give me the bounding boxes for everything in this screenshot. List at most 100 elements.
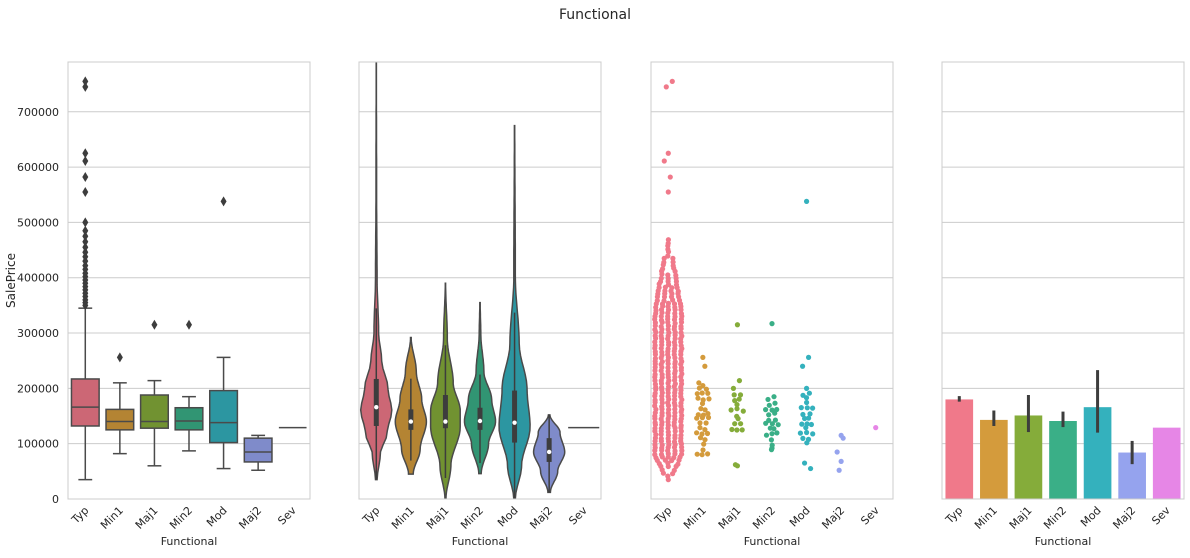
plot-marks (70, 76, 307, 481)
swarm-point (806, 415, 812, 421)
swarm-point (799, 421, 805, 427)
swarm-point (658, 324, 664, 330)
xtick-label-Min2: Min2 (750, 504, 778, 532)
swarm-point (803, 385, 810, 391)
swarm-point (697, 420, 703, 426)
swarm-point (769, 445, 775, 451)
box-flier (116, 352, 123, 363)
panels: 0 100000 200000 300000 400000 500000 600000 700… (4, 61, 1185, 548)
swarm-point (699, 452, 705, 458)
swarm-point (665, 393, 671, 400)
swarm-point (805, 436, 812, 442)
swarm-point (834, 449, 840, 455)
swarm-point (766, 412, 772, 418)
swarm-point (658, 333, 664, 339)
swarm-point (731, 392, 737, 398)
plot-marks (945, 370, 1181, 499)
xtick-label-Min1: Min1 (98, 504, 126, 532)
swarm-point (665, 150, 671, 156)
xtick-label-Min1: Min1 (389, 504, 417, 532)
swarm-point (701, 441, 707, 447)
violin-iqr (442, 395, 448, 429)
swarm-point (694, 451, 700, 457)
swarm-point (658, 317, 665, 323)
swarm-point (673, 272, 679, 278)
swarm-point (665, 272, 671, 278)
swarm-point (873, 425, 879, 431)
xtick-label-Maj2: Maj2 (1110, 504, 1138, 532)
swarm-point (803, 198, 810, 204)
box-flier (82, 242, 89, 253)
xtick-label-Sev: Sev (1149, 504, 1173, 528)
swarm-point (671, 301, 678, 307)
swarm-point (732, 421, 738, 427)
xtick-label-Maj1: Maj1 (1007, 504, 1035, 532)
swarm-point (700, 412, 707, 418)
panel-2-violin: Typ Min1 Maj1 Min2 Mod Maj2 Sev Functional (358, 61, 602, 548)
swarm-point (652, 442, 658, 448)
swarm-point (740, 408, 746, 414)
swarm-point (697, 425, 703, 431)
xtick-label-Maj2: Maj2 (819, 504, 847, 532)
swarm-point (699, 431, 705, 437)
box-flier (82, 217, 89, 228)
swarm-point (737, 392, 744, 398)
panel-3-swarm: Typ Min1 Maj1 Min2 Mod Maj2 Sev Functional (650, 61, 894, 548)
swarm-point (801, 460, 808, 466)
swarm-point (666, 407, 672, 413)
swarm-point (696, 380, 702, 386)
swarm-point (672, 396, 678, 403)
swarm-point (665, 237, 672, 243)
swarm-point (800, 392, 806, 398)
xtick-label-Mod: Mod (787, 504, 813, 530)
swarm-point (678, 330, 684, 336)
swarm-point (659, 384, 665, 390)
plot-marks (359, 62, 600, 499)
swarm-point (706, 396, 712, 402)
swarm-point (802, 415, 808, 422)
swarm-point (703, 386, 710, 392)
violin-median (408, 419, 414, 424)
swarm-point (678, 311, 685, 317)
panel-frame (67, 61, 311, 500)
panel-frame (358, 61, 602, 500)
box-flier (151, 319, 158, 330)
xtick-label-Sev: Sev (566, 504, 590, 528)
figure-title: Functional (559, 7, 631, 23)
swarm-point (703, 420, 709, 426)
swarm-point (769, 431, 775, 437)
panel-4-bar: Typ Min1 Maj1 Min2 Mod Maj2 Sev Functional (941, 61, 1185, 548)
violin-median (374, 404, 379, 410)
swarm-point (652, 420, 658, 426)
swarm-point (700, 354, 706, 360)
swarm-point (768, 437, 775, 443)
swarm-point (700, 397, 706, 403)
swarm-point (774, 406, 780, 413)
swarm-point (772, 417, 779, 423)
box-flier (82, 76, 89, 87)
box-flier (82, 231, 89, 242)
swarm-point (695, 412, 701, 418)
swarm-point (702, 407, 708, 413)
swarm-point (700, 447, 706, 453)
swarm-point (840, 435, 846, 441)
swarm-point (661, 158, 667, 164)
swarm-point (663, 84, 669, 90)
swarm-point (694, 391, 700, 397)
swarm-point (671, 439, 678, 445)
swarm-point (774, 430, 780, 436)
xtick-label-Mod: Mod (495, 504, 521, 530)
swarm-point (702, 363, 708, 369)
swarm-point (771, 426, 777, 432)
box-Typ (70, 378, 100, 427)
swarm-point (652, 355, 659, 362)
swarm-point (728, 407, 734, 413)
swarm-point (665, 300, 672, 306)
violin-median (512, 420, 517, 425)
swarm-point (736, 378, 743, 384)
swarm-point (672, 368, 678, 374)
swarm-point (838, 458, 844, 464)
xtick-label-Typ: Typ (651, 504, 674, 527)
box-flier (82, 225, 89, 236)
xtick-label-Min1: Min1 (681, 504, 709, 532)
